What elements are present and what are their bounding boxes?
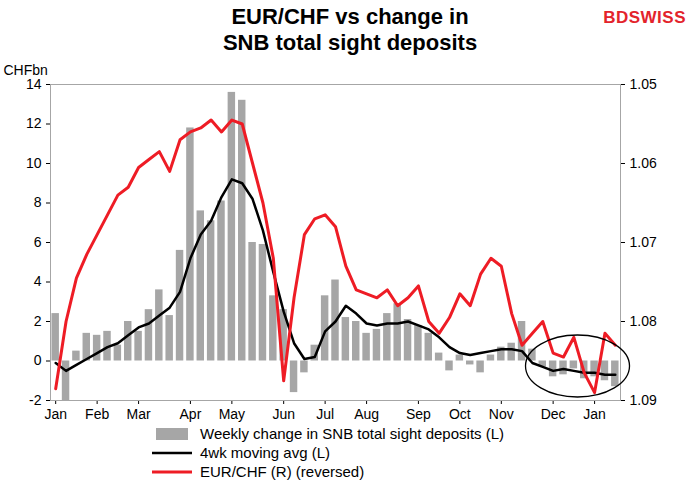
svg-text:10: 10 xyxy=(26,155,42,171)
html-text:4wk moving avg (L): 4wk moving avg (L) xyxy=(200,444,331,461)
svg-text:12: 12 xyxy=(26,115,42,131)
svg-text:14: 14 xyxy=(25,76,42,92)
svg-text:1.08: 1.08 xyxy=(630,313,657,329)
svg-text:-2: -2 xyxy=(29,392,42,408)
svg-text:Jan: Jan xyxy=(44,406,67,422)
svg-text:8: 8 xyxy=(34,194,42,210)
svg-text:1.06: 1.06 xyxy=(630,155,657,171)
html-text:Weekly change in SNB total sig: Weekly change in SNB total sight deposit… xyxy=(200,425,504,442)
html-text:EUR/CHF (R) (reversed): EUR/CHF (R) (reversed) xyxy=(200,463,365,480)
svg-text:Jan: Jan xyxy=(583,406,606,422)
svg-text:Oct: Oct xyxy=(449,406,471,422)
svg-text:4: 4 xyxy=(34,273,42,289)
svg-text:May: May xyxy=(219,406,245,422)
svg-text:Sep: Sep xyxy=(406,406,431,422)
svg-text:Nov: Nov xyxy=(489,406,514,422)
svg-text:Mar: Mar xyxy=(127,406,151,422)
svg-text:Jun: Jun xyxy=(272,406,295,422)
svg-text:Apr: Apr xyxy=(180,406,202,422)
html-text:BDSWISS: BDSWISS xyxy=(603,8,686,27)
svg-text:Aug: Aug xyxy=(354,406,379,422)
svg-text:Dec: Dec xyxy=(541,406,566,422)
html-text:EUR/CHF vs change in SNB total: EUR/CHF vs change in SNB total sight dep… xyxy=(222,4,478,55)
svg-text:1.05: 1.05 xyxy=(630,76,657,92)
svg-text:2: 2 xyxy=(34,313,42,329)
svg-text:6: 6 xyxy=(34,234,42,250)
svg-text:0: 0 xyxy=(34,352,42,368)
svg-text:1.09: 1.09 xyxy=(630,392,657,408)
svg-text:CHFbn: CHFbn xyxy=(4,62,48,78)
svg-text:Feb: Feb xyxy=(85,406,109,422)
svg-text:Jul: Jul xyxy=(316,406,334,422)
svg-text:1.07: 1.07 xyxy=(630,234,657,250)
